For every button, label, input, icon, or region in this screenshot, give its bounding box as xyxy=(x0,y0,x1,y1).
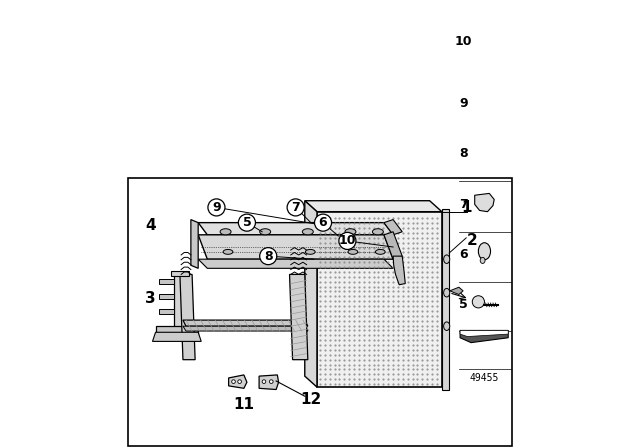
Text: 6: 6 xyxy=(319,216,327,229)
Text: 8: 8 xyxy=(460,147,468,160)
Circle shape xyxy=(208,199,225,216)
Polygon shape xyxy=(180,275,195,360)
Text: 11: 11 xyxy=(234,396,254,412)
Ellipse shape xyxy=(305,250,315,254)
Ellipse shape xyxy=(478,243,490,260)
Ellipse shape xyxy=(479,149,490,159)
Polygon shape xyxy=(159,294,174,299)
Text: 5: 5 xyxy=(460,298,468,311)
Polygon shape xyxy=(183,326,308,331)
Polygon shape xyxy=(450,287,463,294)
Ellipse shape xyxy=(260,229,271,235)
Polygon shape xyxy=(259,375,278,389)
Polygon shape xyxy=(156,326,198,335)
Polygon shape xyxy=(198,223,393,235)
Text: 2: 2 xyxy=(467,233,477,248)
Text: 3: 3 xyxy=(145,291,156,306)
Text: 10: 10 xyxy=(339,234,356,247)
Ellipse shape xyxy=(345,229,356,235)
Polygon shape xyxy=(171,271,189,276)
Circle shape xyxy=(260,248,276,265)
Text: 9: 9 xyxy=(460,97,468,110)
Text: 10: 10 xyxy=(455,35,472,48)
Polygon shape xyxy=(198,235,393,259)
Ellipse shape xyxy=(444,289,450,297)
Polygon shape xyxy=(183,320,308,326)
Circle shape xyxy=(339,233,356,250)
Circle shape xyxy=(472,296,484,308)
Text: 1: 1 xyxy=(461,200,472,215)
Polygon shape xyxy=(289,275,308,360)
Ellipse shape xyxy=(479,91,490,96)
Ellipse shape xyxy=(479,112,490,116)
Ellipse shape xyxy=(220,229,231,235)
Text: 6: 6 xyxy=(460,248,468,261)
Ellipse shape xyxy=(444,322,450,331)
Ellipse shape xyxy=(348,250,358,254)
Text: 7: 7 xyxy=(291,201,300,214)
Polygon shape xyxy=(305,201,442,211)
Polygon shape xyxy=(317,211,442,387)
Text: 49455: 49455 xyxy=(470,373,499,383)
Text: 7: 7 xyxy=(460,198,468,211)
Polygon shape xyxy=(460,331,508,343)
Ellipse shape xyxy=(372,229,383,235)
Circle shape xyxy=(238,380,241,383)
Text: 4: 4 xyxy=(145,218,156,233)
Circle shape xyxy=(238,214,255,231)
Polygon shape xyxy=(475,194,494,211)
Circle shape xyxy=(269,380,273,383)
Polygon shape xyxy=(228,375,247,388)
Polygon shape xyxy=(152,332,201,341)
Ellipse shape xyxy=(476,145,493,162)
Text: 8: 8 xyxy=(264,250,273,263)
Text: 9: 9 xyxy=(212,201,221,214)
Ellipse shape xyxy=(480,257,485,263)
Polygon shape xyxy=(460,331,508,336)
Polygon shape xyxy=(191,220,198,268)
Polygon shape xyxy=(393,256,405,285)
Polygon shape xyxy=(159,279,174,284)
Ellipse shape xyxy=(444,255,450,263)
Circle shape xyxy=(287,199,304,216)
Circle shape xyxy=(314,214,332,231)
Ellipse shape xyxy=(376,250,385,254)
Polygon shape xyxy=(198,259,393,268)
Ellipse shape xyxy=(302,229,314,235)
Ellipse shape xyxy=(263,250,273,254)
Bar xyxy=(479,93,490,114)
Ellipse shape xyxy=(223,250,233,254)
Text: 12: 12 xyxy=(300,392,321,407)
Polygon shape xyxy=(305,201,317,387)
Text: 5: 5 xyxy=(243,216,252,229)
Circle shape xyxy=(232,380,236,383)
Polygon shape xyxy=(442,209,449,390)
Circle shape xyxy=(262,380,266,383)
Polygon shape xyxy=(174,275,183,329)
Polygon shape xyxy=(159,309,174,314)
Polygon shape xyxy=(384,232,402,259)
Polygon shape xyxy=(384,220,402,235)
